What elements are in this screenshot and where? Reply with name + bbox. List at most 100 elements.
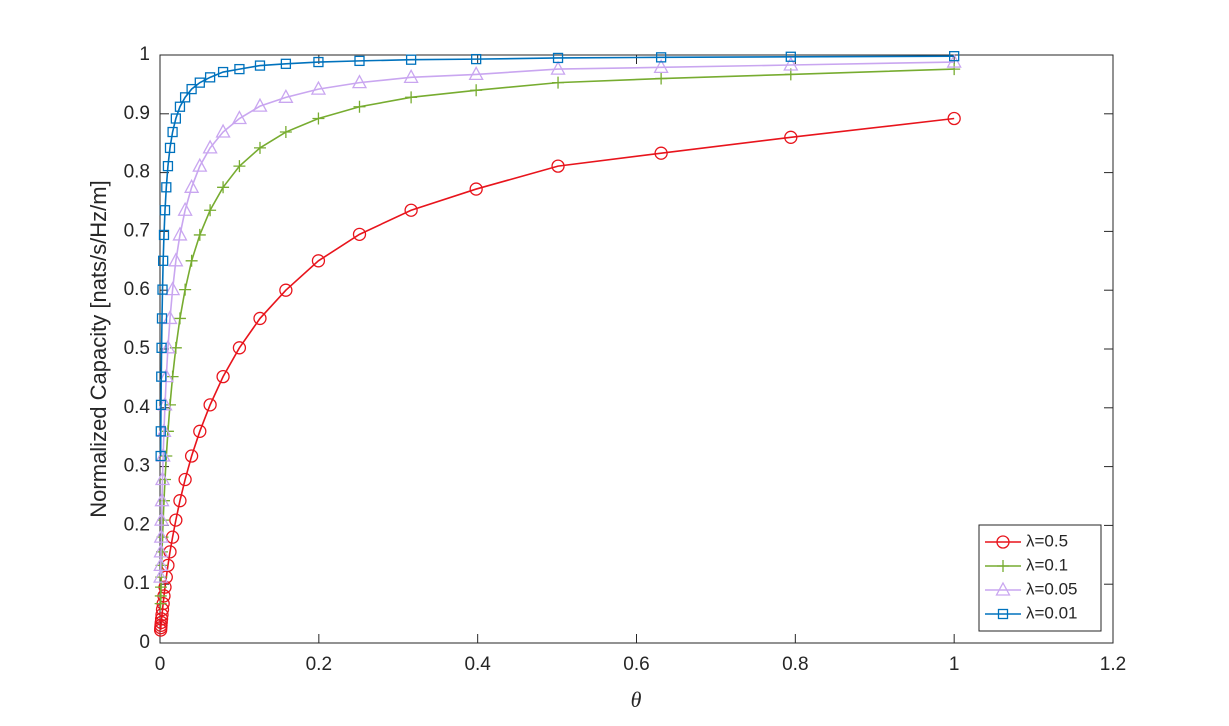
legend-label: λ=0.1 <box>1026 555 1068 574</box>
marker <box>234 63 245 75</box>
marker <box>404 203 418 217</box>
marker <box>160 339 176 354</box>
marker <box>280 58 292 69</box>
marker <box>168 252 184 267</box>
marker <box>653 58 669 73</box>
marker <box>202 139 218 154</box>
marker <box>159 473 172 486</box>
legend-label: λ=0.01 <box>1026 603 1078 622</box>
x-tick-label: 0.6 <box>623 654 649 675</box>
marker <box>217 66 229 78</box>
marker <box>169 513 183 527</box>
marker <box>153 623 168 637</box>
marker <box>184 178 200 193</box>
marker <box>354 55 365 67</box>
marker <box>217 181 230 194</box>
marker <box>154 492 170 507</box>
marker <box>173 312 186 325</box>
marker <box>468 66 484 81</box>
marker <box>231 110 248 125</box>
marker <box>186 83 197 95</box>
marker <box>551 159 565 173</box>
marker <box>947 111 961 126</box>
marker <box>164 281 181 296</box>
marker <box>156 313 168 324</box>
marker <box>177 201 193 216</box>
marker <box>154 597 167 610</box>
line <box>159 117 955 631</box>
marker <box>252 97 268 112</box>
marker <box>311 254 326 268</box>
y-tick-label: 0.5 <box>124 338 150 359</box>
series <box>153 111 961 637</box>
marker <box>178 472 192 487</box>
marker <box>156 342 167 353</box>
marker <box>233 160 246 173</box>
marker <box>154 471 171 486</box>
marker <box>550 60 566 75</box>
marker <box>996 535 1010 549</box>
plot-area <box>159 54 1114 644</box>
y-tick-label: 0.4 <box>124 397 151 418</box>
x-tick-label: 0.4 <box>464 654 491 675</box>
marker <box>173 494 187 508</box>
marker <box>156 371 167 382</box>
marker <box>170 113 181 124</box>
marker <box>203 398 217 412</box>
marker <box>654 146 668 160</box>
marker <box>279 283 293 297</box>
marker <box>216 369 230 384</box>
marker <box>253 141 266 154</box>
y-tick-label: 0.1 <box>124 573 150 594</box>
x-tick-label: 1 <box>949 654 960 675</box>
marker <box>655 52 667 63</box>
marker <box>179 92 191 103</box>
marker <box>783 56 799 71</box>
marker <box>153 528 169 543</box>
marker <box>153 568 169 583</box>
x-tick-label: 0.8 <box>782 654 808 675</box>
marker <box>172 226 188 241</box>
marker <box>155 450 166 462</box>
x-tick-label: 0.2 <box>306 654 332 675</box>
marker <box>185 254 198 267</box>
x-tick-label: 1.2 <box>1100 654 1126 675</box>
series <box>155 51 960 462</box>
marker <box>351 74 368 89</box>
y-tick-label: 0.3 <box>124 456 150 477</box>
marker <box>352 227 367 241</box>
marker <box>403 68 419 83</box>
marker <box>194 77 205 88</box>
marker <box>997 608 1009 620</box>
marker <box>353 100 366 113</box>
marker <box>157 284 168 295</box>
marker <box>279 126 292 139</box>
y-tick-label: 0.2 <box>124 514 150 535</box>
marker <box>470 84 483 97</box>
y-tick-label: 0 <box>139 632 150 653</box>
marker <box>215 123 231 138</box>
x-tick-label: 0 <box>155 654 166 675</box>
legend-label: λ=0.05 <box>1026 579 1078 598</box>
y-tick-label: 0.8 <box>124 162 150 183</box>
marker <box>552 52 564 64</box>
marker <box>310 80 327 95</box>
marker <box>405 54 417 65</box>
legend: λ=0.5 λ=0.1 λ=0.05 λ=0.01 <box>978 524 1102 632</box>
marker <box>161 182 172 193</box>
line <box>159 61 955 578</box>
marker <box>153 543 169 558</box>
marker <box>949 51 960 62</box>
marker <box>405 91 418 104</box>
marker <box>552 76 565 89</box>
marker <box>278 88 294 103</box>
marker <box>997 560 1009 572</box>
x-axis-label: θ <box>631 687 642 712</box>
y-tick-label: 0.7 <box>124 220 150 241</box>
marker <box>164 142 176 154</box>
y-tick-label: 0.9 <box>124 103 150 124</box>
marker <box>253 311 267 326</box>
marker <box>179 283 192 296</box>
marker <box>174 101 186 112</box>
